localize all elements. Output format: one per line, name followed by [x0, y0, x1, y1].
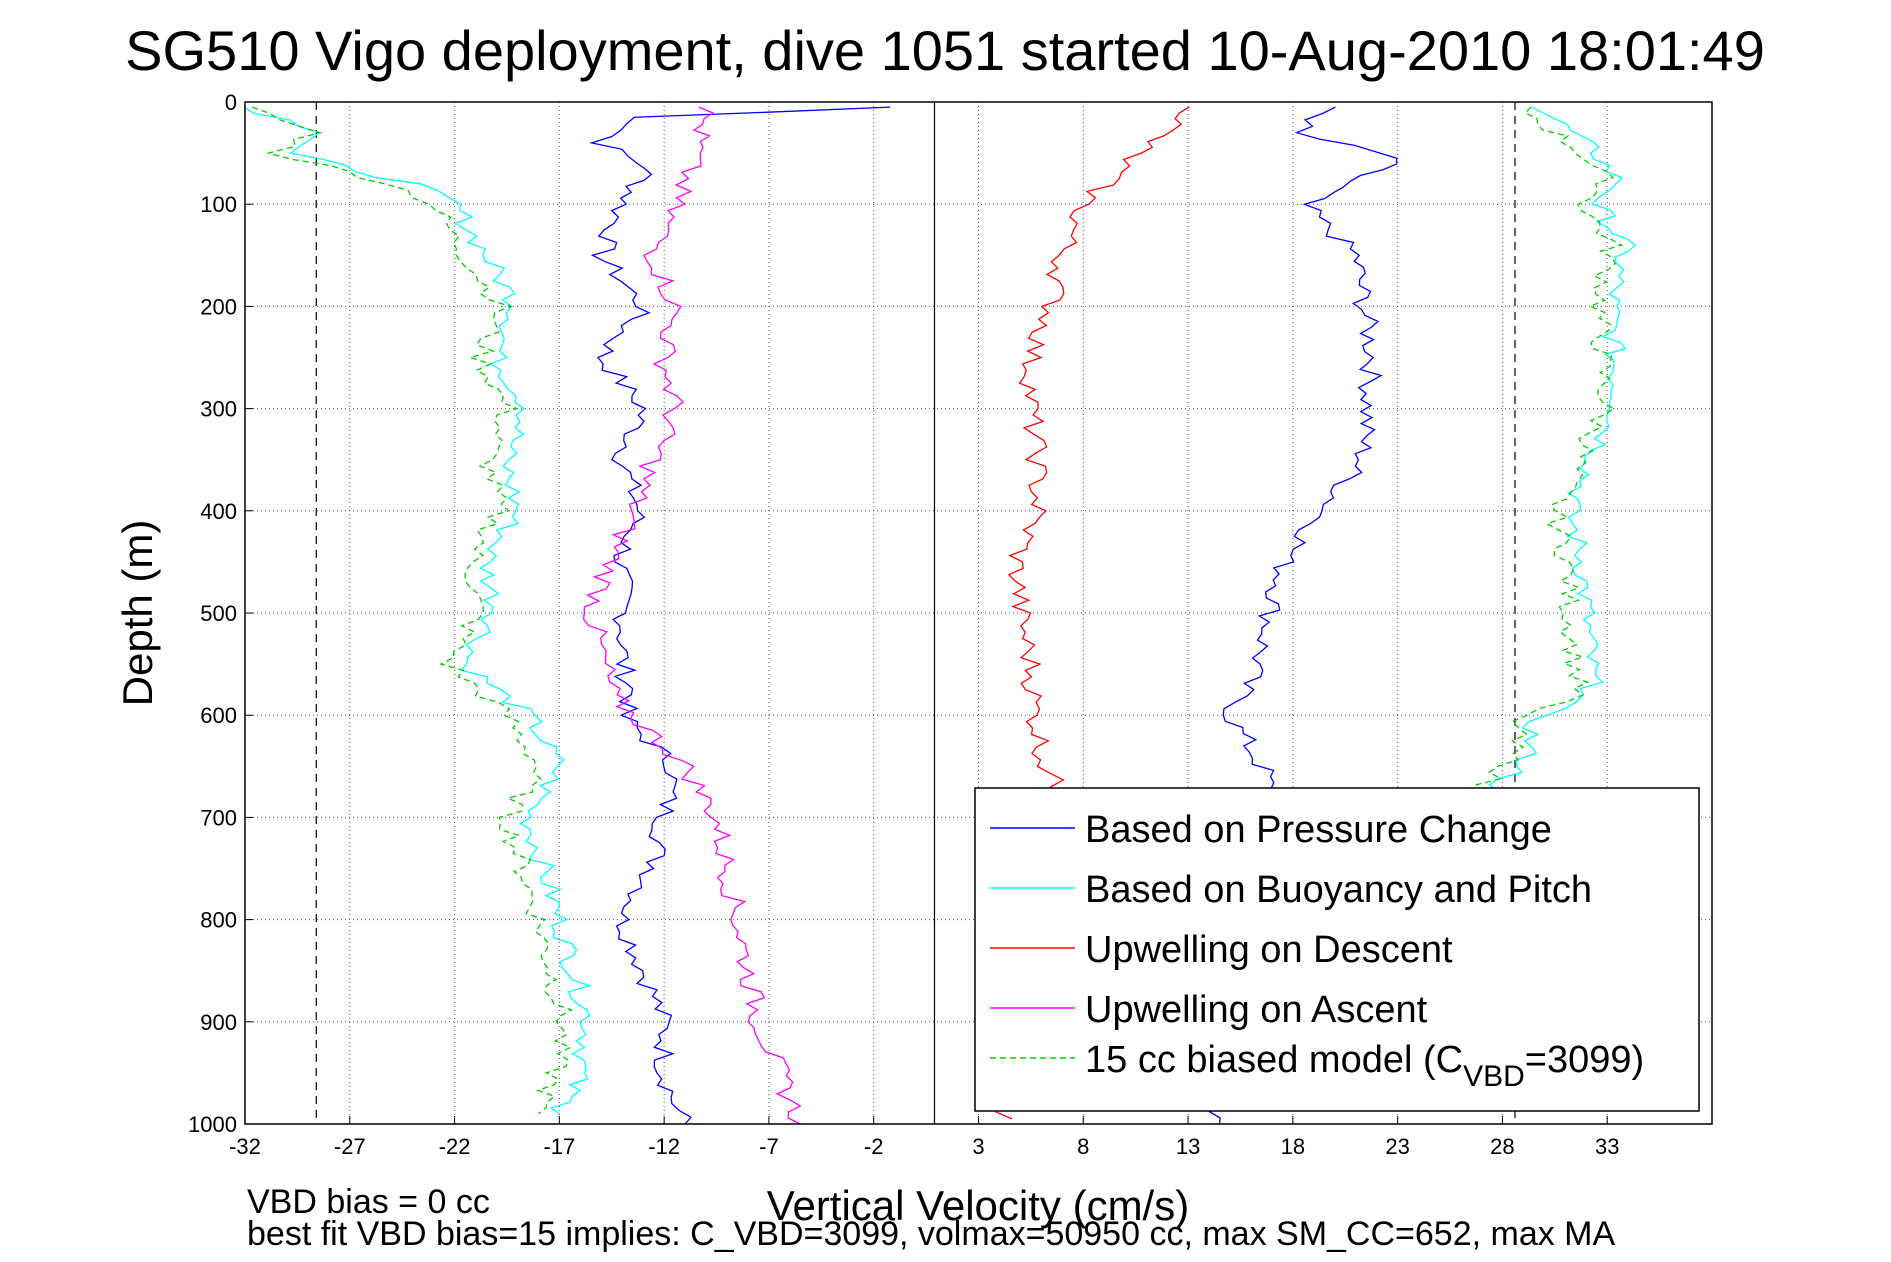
series-line — [589, 106, 891, 1125]
x-tick-label: -12 — [648, 1134, 680, 1159]
series-line — [251, 106, 573, 1115]
series-line — [582, 106, 802, 1125]
legend: Based on Pressure Change Based on Buoyanc… — [974, 787, 1700, 1112]
y-tick-label: 800 — [200, 908, 237, 933]
y-tick-label: 400 — [200, 499, 237, 524]
y-tick-label: 500 — [200, 601, 237, 626]
x-tick-label: 8 — [1077, 1134, 1089, 1159]
y-tick-label: 300 — [200, 397, 237, 422]
series-line — [1464, 106, 1624, 798]
y-axis-label: Depth (m) — [114, 520, 161, 707]
legend-label: Upwelling on Ascent — [1085, 989, 1428, 1031]
series-line — [1481, 106, 1637, 798]
plot-area-frame — [244, 101, 1713, 1125]
legend-label-main: 15 cc biased model (C — [1085, 1039, 1463, 1081]
chart-title: SG510 Vigo deployment, dive 1051 started… — [125, 19, 1765, 82]
y-tick-labels: 0 100 200 300 400 500 600 700 800 900 1000 — [188, 90, 237, 1137]
best-fit-note: best fit VBD bias=15 implies: C_VBD=3099… — [247, 1215, 1616, 1253]
x-tick-label: -32 — [229, 1134, 261, 1159]
y-tick-label: 200 — [200, 294, 237, 319]
x-tick-label: -17 — [543, 1134, 575, 1159]
series-line — [243, 106, 592, 1115]
legend-box — [974, 787, 1700, 1112]
vertical-reference-lines — [315, 102, 1516, 1124]
x-tick-label: 23 — [1385, 1134, 1409, 1159]
legend-label: Based on Pressure Change — [1085, 809, 1552, 851]
y-tick-label: 0 — [225, 90, 237, 115]
legend-label: Based on Buoyancy and Pitch — [1085, 869, 1592, 911]
data-series — [243, 106, 1637, 1125]
x-tick-label: -27 — [334, 1134, 366, 1159]
x-tick-label: -7 — [759, 1134, 779, 1159]
x-tick-label: -22 — [439, 1134, 471, 1159]
series-line — [1007, 106, 1190, 808]
legend-label: Upwelling on Descent — [1085, 929, 1453, 971]
vbd-bias-note: VBD bias = 0 cc — [247, 1183, 490, 1221]
x-tick-label: 13 — [1176, 1134, 1200, 1159]
x-tick-label: 18 — [1281, 1134, 1305, 1159]
x-tick-labels: -32 -27 -22 -17 -12 -7 -2 3 8 13 18 23 28 33 — [229, 1134, 1619, 1159]
y-tick-label: 1000 — [188, 1112, 237, 1137]
y-tick-label: 700 — [200, 805, 237, 830]
y-tick-label: 900 — [200, 1010, 237, 1035]
y-tick-label: 600 — [200, 703, 237, 728]
x-tick-label: 33 — [1595, 1134, 1619, 1159]
x-tick-label: -2 — [864, 1134, 884, 1159]
x-tick-label: 3 — [972, 1134, 984, 1159]
x-tick-label: 28 — [1490, 1134, 1514, 1159]
legend-label: 15 cc biased model (CVBD=3099) — [1085, 1039, 1644, 1093]
legend-label-tail: =3099) — [1525, 1039, 1644, 1081]
y-tick-label: 100 — [200, 192, 237, 217]
x-axis-label: Vertical Velocity (cm/s) — [767, 1182, 1189, 1229]
legend-label-sub: VBD — [1463, 1060, 1525, 1093]
